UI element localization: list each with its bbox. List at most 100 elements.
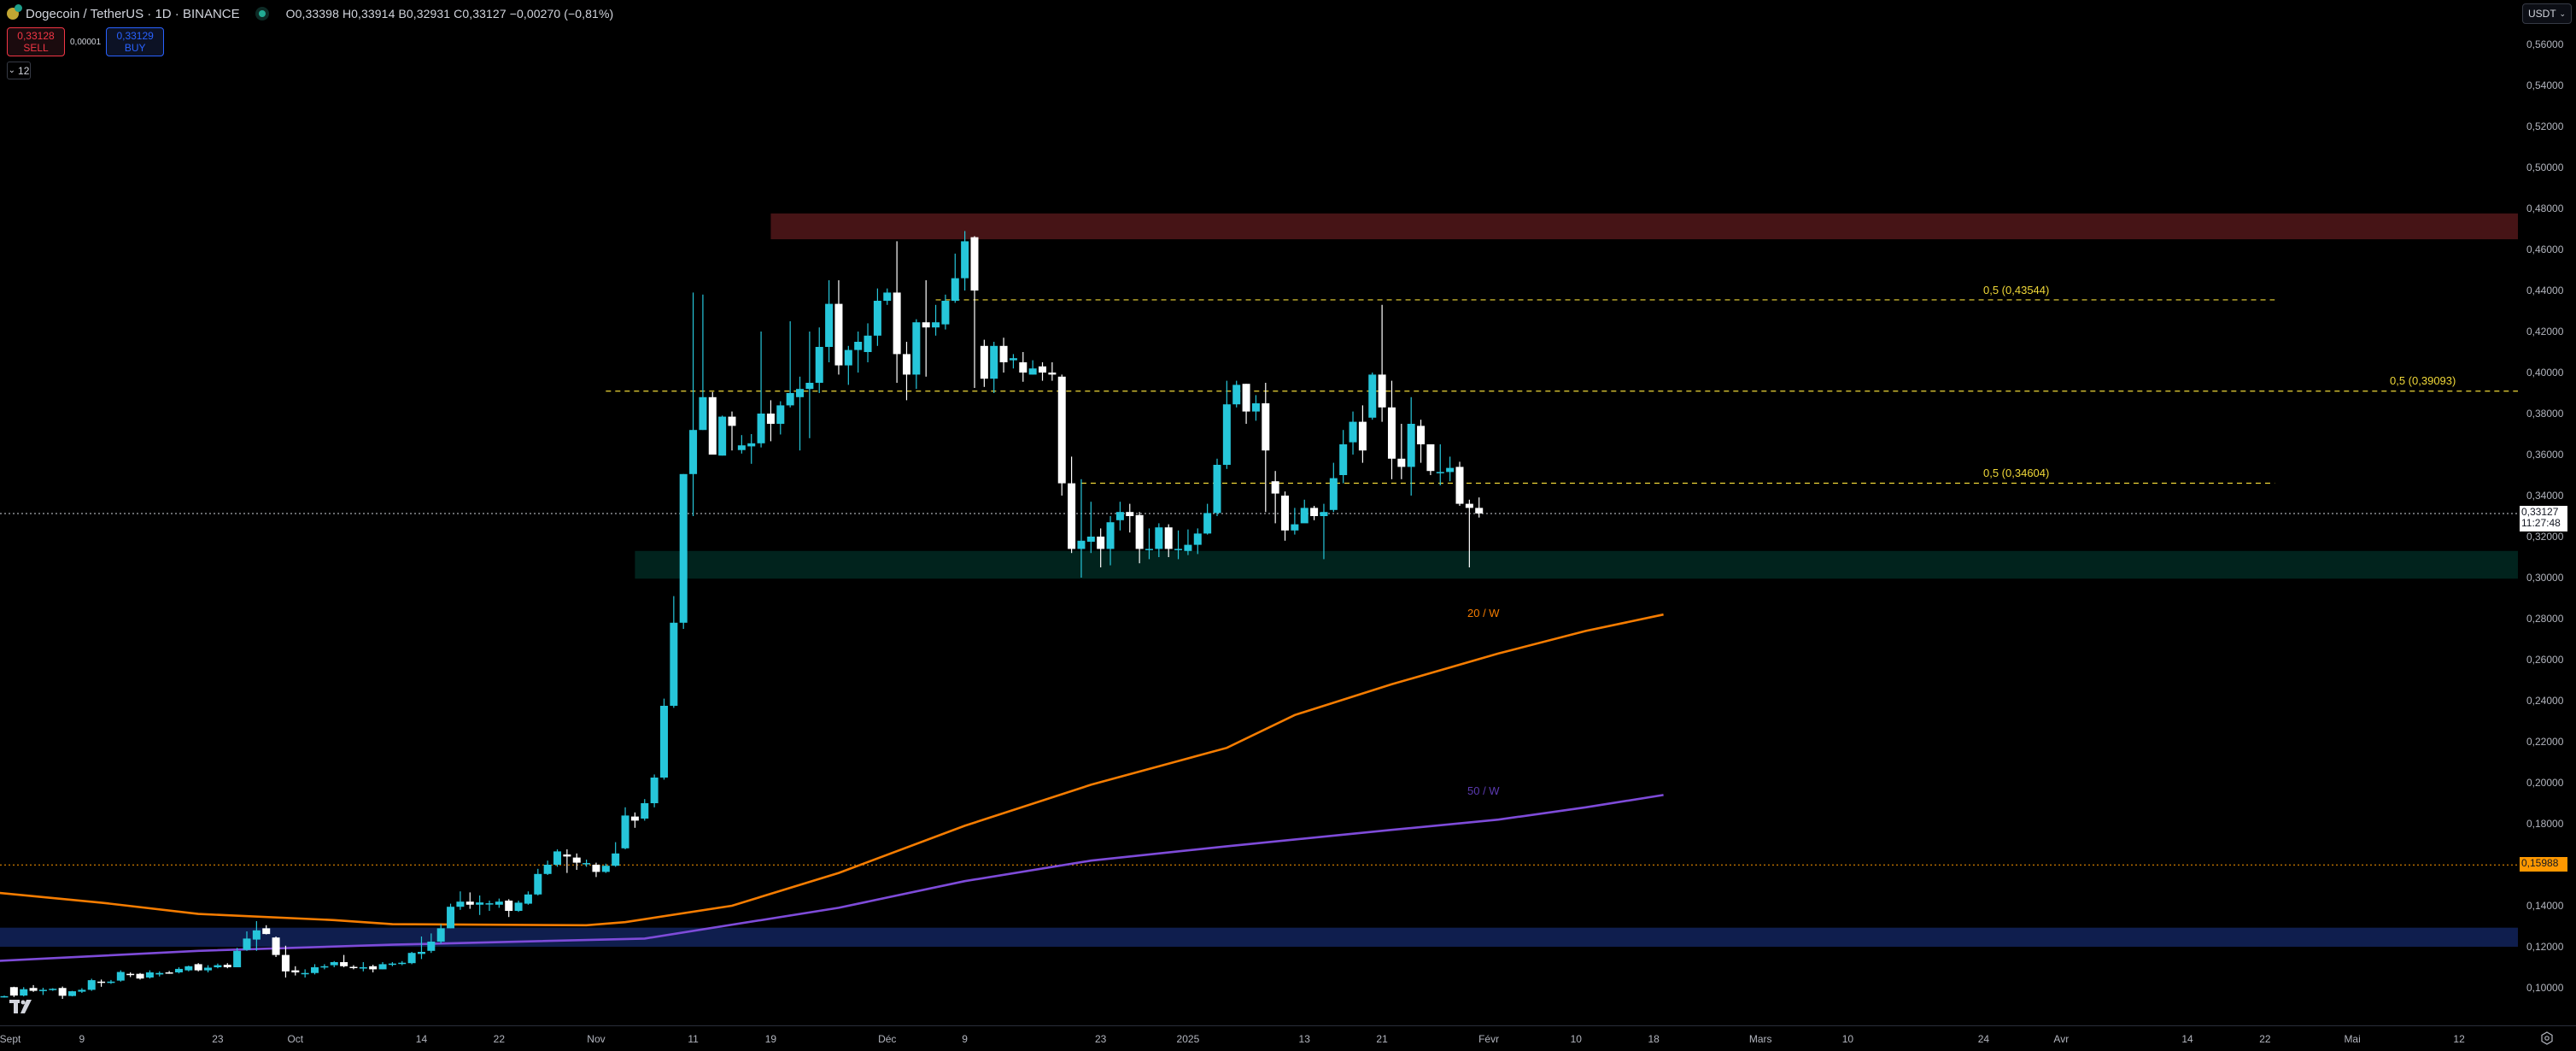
candle[interactable] bbox=[184, 966, 193, 971]
candle[interactable] bbox=[805, 383, 814, 390]
time-axis[interactable]: Sept 9 23 Oct 14 22 Nov 11 19 Déc 9 23 2025 13 21 Févr 1… bbox=[0, 1025, 2518, 1051]
candle[interactable] bbox=[825, 303, 834, 347]
candle[interactable] bbox=[621, 815, 629, 848]
candle[interactable] bbox=[465, 901, 474, 905]
candle[interactable] bbox=[1397, 458, 1406, 467]
candle[interactable] bbox=[243, 938, 251, 950]
candle[interactable] bbox=[689, 430, 698, 474]
candle[interactable] bbox=[641, 803, 649, 819]
candle[interactable] bbox=[601, 866, 610, 872]
candle[interactable] bbox=[524, 894, 532, 904]
candle[interactable] bbox=[1310, 508, 1319, 516]
candle[interactable] bbox=[107, 981, 115, 983]
price-chart[interactable] bbox=[0, 0, 2518, 1025]
candle[interactable] bbox=[0, 995, 9, 998]
candle[interactable] bbox=[592, 865, 600, 872]
candle[interactable] bbox=[174, 968, 183, 972]
candle[interactable] bbox=[311, 967, 319, 973]
candle[interactable] bbox=[1193, 533, 1202, 545]
candle[interactable] bbox=[87, 980, 96, 990]
candle[interactable] bbox=[970, 237, 979, 291]
candle[interactable] bbox=[766, 414, 775, 424]
candle[interactable] bbox=[922, 322, 930, 328]
candle[interactable] bbox=[214, 965, 222, 967]
candle[interactable] bbox=[747, 443, 756, 447]
candle[interactable] bbox=[1086, 537, 1095, 542]
candle[interactable] bbox=[1262, 403, 1270, 451]
candle[interactable] bbox=[436, 928, 445, 942]
candle[interactable] bbox=[204, 967, 213, 971]
candle[interactable] bbox=[1126, 512, 1134, 516]
candle[interactable] bbox=[20, 989, 28, 996]
candle[interactable] bbox=[563, 854, 571, 857]
candle[interactable] bbox=[1368, 374, 1377, 418]
candle[interactable] bbox=[330, 962, 338, 966]
candle[interactable] bbox=[155, 972, 164, 975]
candle[interactable] bbox=[864, 335, 872, 352]
candle[interactable] bbox=[1320, 512, 1328, 516]
candle[interactable] bbox=[659, 706, 668, 778]
candle[interactable] bbox=[912, 322, 921, 375]
blue-zone-zone[interactable] bbox=[0, 927, 2518, 947]
candle[interactable] bbox=[456, 901, 465, 907]
candle[interactable] bbox=[1068, 483, 1076, 549]
candle[interactable] bbox=[281, 954, 290, 972]
candle[interactable] bbox=[553, 851, 562, 865]
candle[interactable] bbox=[583, 863, 591, 865]
candle[interactable] bbox=[1155, 527, 1163, 549]
candle[interactable] bbox=[679, 473, 688, 623]
candle[interactable] bbox=[1446, 467, 1455, 473]
candle[interactable] bbox=[834, 303, 843, 366]
candle[interactable] bbox=[9, 987, 18, 996]
candle[interactable] bbox=[534, 873, 542, 895]
candle[interactable] bbox=[514, 902, 523, 911]
candle[interactable] bbox=[398, 962, 407, 965]
candle[interactable] bbox=[38, 989, 47, 991]
candle[interactable] bbox=[932, 322, 940, 328]
candle[interactable] bbox=[796, 389, 805, 397]
candle[interactable] bbox=[543, 865, 552, 874]
ma50-line[interactable] bbox=[0, 794, 1664, 962]
candle[interactable] bbox=[340, 962, 348, 966]
sell-button[interactable]: 0,33128 SELL bbox=[7, 27, 65, 56]
candle[interactable] bbox=[1436, 472, 1444, 473]
candle[interactable] bbox=[1417, 426, 1426, 444]
candle[interactable] bbox=[447, 907, 455, 929]
candle[interactable] bbox=[1349, 421, 1357, 443]
candle[interactable] bbox=[999, 345, 1008, 362]
candle[interactable] bbox=[378, 964, 387, 970]
symbol-title[interactable]: Dogecoin / TetherUS · 1D · BINANCE bbox=[26, 6, 240, 21]
resistance-zone[interactable] bbox=[770, 213, 2518, 239]
candle[interactable] bbox=[1145, 549, 1153, 550]
candle[interactable] bbox=[1475, 508, 1484, 514]
candle[interactable] bbox=[1077, 540, 1086, 549]
candle[interactable] bbox=[612, 853, 620, 866]
candle[interactable] bbox=[1339, 444, 1348, 475]
candle[interactable] bbox=[980, 345, 988, 379]
candle[interactable] bbox=[1203, 513, 1212, 534]
candle[interactable] bbox=[1164, 527, 1173, 549]
candle[interactable] bbox=[1300, 508, 1308, 524]
candle[interactable] bbox=[961, 241, 969, 279]
candle[interactable] bbox=[407, 953, 416, 964]
candle[interactable] bbox=[670, 622, 678, 706]
candle[interactable] bbox=[630, 816, 639, 821]
candle[interactable] bbox=[1028, 368, 1037, 375]
candle[interactable] bbox=[893, 292, 901, 355]
candle[interactable] bbox=[1057, 376, 1066, 484]
candle[interactable] bbox=[1115, 512, 1124, 520]
candle[interactable] bbox=[291, 970, 300, 972]
candle[interactable] bbox=[854, 342, 863, 350]
candle[interactable] bbox=[359, 967, 367, 969]
candle[interactable] bbox=[1039, 366, 1047, 373]
candle[interactable] bbox=[708, 396, 717, 455]
settings-icon[interactable] bbox=[2540, 1031, 2554, 1045]
candle[interactable] bbox=[1097, 537, 1105, 549]
candle[interactable] bbox=[718, 416, 727, 456]
candle[interactable] bbox=[116, 972, 125, 981]
candle[interactable] bbox=[223, 965, 231, 967]
candle[interactable] bbox=[145, 972, 154, 978]
candle[interactable] bbox=[165, 972, 173, 974]
candle[interactable] bbox=[1213, 465, 1221, 514]
candle[interactable] bbox=[776, 405, 785, 424]
